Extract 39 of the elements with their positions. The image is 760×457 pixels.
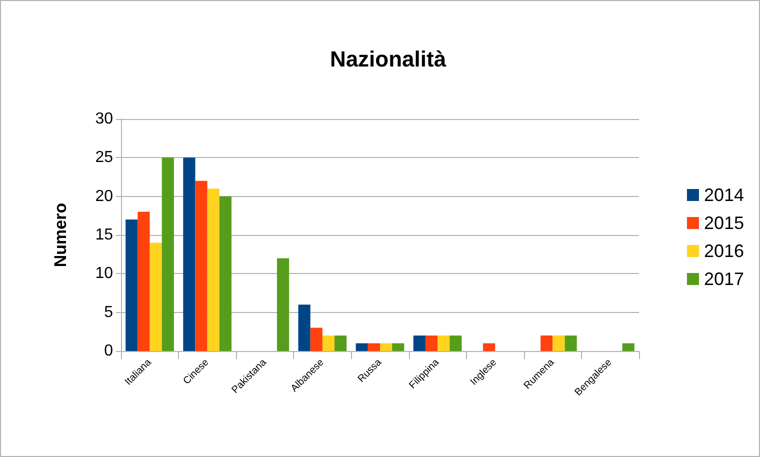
bar xyxy=(450,336,462,351)
bar xyxy=(207,188,220,351)
y-tick-label: 30 xyxy=(95,110,114,128)
bar xyxy=(183,158,196,351)
bar xyxy=(298,304,310,351)
bar xyxy=(150,242,162,351)
bar xyxy=(126,220,138,351)
bar xyxy=(322,336,335,351)
bar xyxy=(380,343,392,351)
legend-label: 2014 xyxy=(704,185,744,205)
y-tick-label: 5 xyxy=(104,304,114,321)
y-tick-label: 20 xyxy=(95,188,114,205)
bar xyxy=(219,196,232,351)
y-axis-title: Numero xyxy=(51,202,70,268)
y-tick-label: 25 xyxy=(95,149,114,166)
bar xyxy=(540,336,553,351)
bar xyxy=(356,343,368,351)
legend-label: 2015 xyxy=(704,213,744,233)
y-tick-label: 10 xyxy=(95,265,114,282)
bar xyxy=(138,212,150,351)
bar xyxy=(310,328,322,351)
bar xyxy=(438,336,450,351)
bar xyxy=(425,336,438,351)
bar xyxy=(162,158,174,351)
bar xyxy=(622,343,634,351)
y-tick-label: 0 xyxy=(104,342,114,360)
bar xyxy=(413,336,426,351)
chart-title: Nazionalità xyxy=(330,46,447,72)
bar xyxy=(552,336,565,351)
bar xyxy=(392,343,404,351)
legend-label: 2017 xyxy=(704,269,744,289)
bar xyxy=(368,343,380,351)
legend-label: 2016 xyxy=(704,241,744,261)
y-tick-label: 15 xyxy=(95,226,114,244)
bar xyxy=(483,343,496,351)
bar xyxy=(564,336,577,351)
bar xyxy=(195,180,208,351)
bar xyxy=(276,258,290,351)
bar xyxy=(334,336,347,351)
